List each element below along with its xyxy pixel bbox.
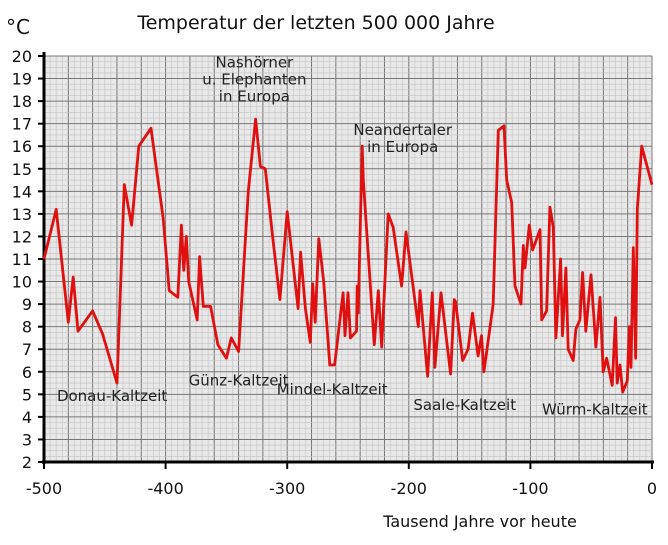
y-tick-label: 13 <box>12 205 32 224</box>
annotation-neandertaler: Neandertaler <box>353 121 453 139</box>
annotation-nashoerner: u. Elephanten <box>202 70 306 88</box>
y-tick-label: 5 <box>22 385 32 404</box>
annotation-guenz: Günz-Kaltzeit <box>189 371 289 389</box>
annotation-saale: Saale-Kaltzeit <box>413 396 516 414</box>
x-tick-label: -200 <box>391 479 427 498</box>
x-tick-label: 0 <box>647 479 657 498</box>
grid <box>43 55 653 463</box>
chart-title: Temperatur der letzten 500 000 Jahre <box>136 12 494 34</box>
y-tick-label: 9 <box>22 295 32 314</box>
y-tick-label: 20 <box>12 47 32 66</box>
y-tick-label: 3 <box>22 430 32 449</box>
annotation-wuerm: Würm-Kaltzeit <box>542 401 648 419</box>
x-tick-label: -500 <box>26 479 62 498</box>
annotation-mindel: Mindel-Kaltzeit <box>277 380 388 398</box>
y-tick-label: 12 <box>12 227 32 246</box>
y-tick-label: 19 <box>12 70 32 89</box>
y-tick-label: 11 <box>12 250 32 269</box>
annotation-nashoerner: Nashörner <box>216 53 295 71</box>
y-tick-label: 7 <box>22 340 32 359</box>
x-tick-label: -100 <box>512 479 548 498</box>
y-tick-label: 2 <box>22 453 32 472</box>
y-tick-label: 18 <box>12 92 32 111</box>
annotation-nashoerner: in Europa <box>219 87 290 105</box>
y-tick-label: 15 <box>12 160 32 179</box>
y-axis-unit: °C <box>6 15 30 39</box>
y-tick-label: 8 <box>22 318 32 337</box>
y-tick-label: 14 <box>12 182 32 201</box>
annotation-donau: Donau-Kaltzeit <box>57 387 167 405</box>
temperature-line <box>42 117 654 394</box>
x-tick-label: -300 <box>269 479 305 498</box>
annotation-neandertaler: in Europa <box>367 138 438 156</box>
y-tick-label: 10 <box>12 273 32 292</box>
x-axis-label: Tausend Jahre vor heute <box>382 512 577 531</box>
y-tick-label: 4 <box>22 408 32 427</box>
y-tick-label: 17 <box>12 115 32 134</box>
y-tick-label: 16 <box>12 137 32 156</box>
y-tick-label: 6 <box>22 363 32 382</box>
x-tick-label: -400 <box>147 479 183 498</box>
